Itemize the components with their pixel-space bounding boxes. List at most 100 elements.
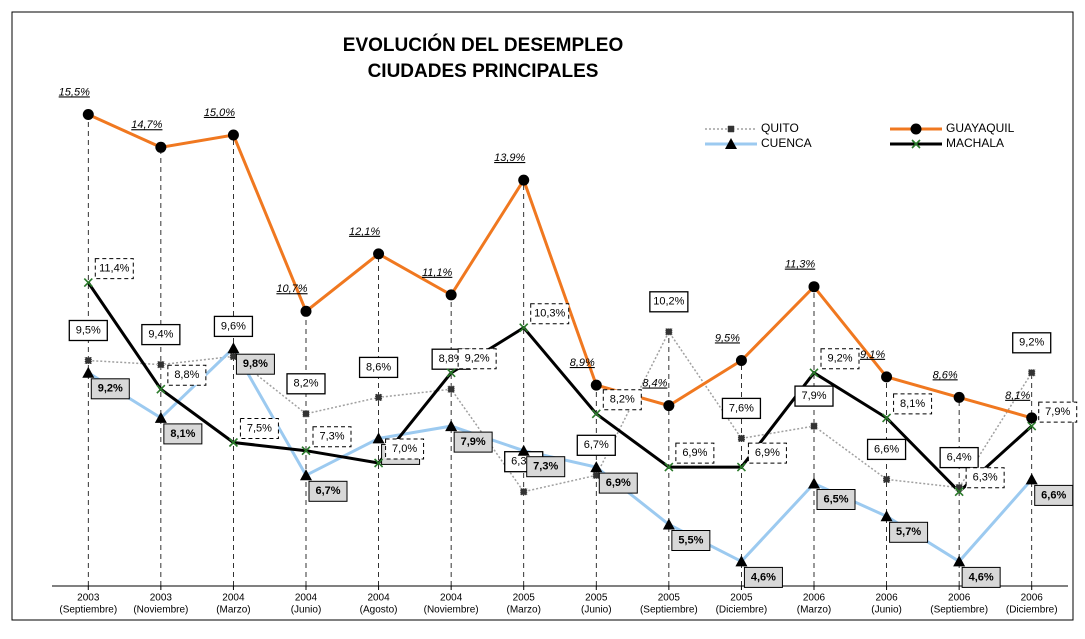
point xyxy=(301,446,311,456)
point xyxy=(156,384,166,394)
legend-label: CUENCA xyxy=(761,136,812,150)
data-label: 8,1% xyxy=(1005,390,1030,402)
point xyxy=(1025,473,1038,485)
x-tick-label: 2003 xyxy=(150,593,173,604)
point xyxy=(590,379,602,391)
data-label: 9,2% xyxy=(827,353,852,365)
data-label: 11,3% xyxy=(785,259,816,271)
data-label: 7,0% xyxy=(392,443,417,455)
data-label: 8,6% xyxy=(933,369,958,381)
label-box xyxy=(530,303,570,325)
data-label: 9,6% xyxy=(221,320,246,332)
point xyxy=(82,366,95,378)
data-label: 5,5% xyxy=(678,534,703,546)
point xyxy=(447,385,456,394)
data-label: 6,5% xyxy=(823,493,848,505)
point xyxy=(664,462,674,472)
label-box xyxy=(526,456,566,478)
x-tick-label: (Junio) xyxy=(871,605,902,616)
data-label: 8,2% xyxy=(610,394,635,406)
point xyxy=(1027,421,1037,431)
point xyxy=(229,352,238,361)
point xyxy=(664,327,673,336)
x-tick-label: 2004 xyxy=(440,593,463,604)
x-tick-label: (Diciembre) xyxy=(716,605,768,616)
data-label: 6,6% xyxy=(1041,489,1066,501)
data-label: 9,2% xyxy=(98,383,123,395)
label-box xyxy=(602,389,642,411)
point xyxy=(228,437,238,448)
x-tick-label: 2004 xyxy=(222,593,245,604)
data-label: 6,9% xyxy=(755,447,780,459)
data-label: 8,4% xyxy=(642,378,667,390)
label-box xyxy=(866,438,907,461)
point xyxy=(300,469,312,481)
label-box xyxy=(453,431,493,453)
data-label: 12,1% xyxy=(349,226,380,238)
point xyxy=(808,281,820,293)
point xyxy=(882,475,891,484)
x-tick-label: 2004 xyxy=(295,593,318,604)
point xyxy=(810,422,818,431)
point xyxy=(517,444,530,456)
x-tick-label: 2006 xyxy=(803,593,826,604)
data-label: 8,1% xyxy=(170,428,195,440)
data-label: 6,4% xyxy=(947,452,972,464)
data-label: 7,9% xyxy=(1045,406,1070,418)
point xyxy=(809,368,819,378)
label-box xyxy=(235,353,275,375)
label-box xyxy=(308,480,348,502)
label-box xyxy=(961,566,1001,588)
data-label: 6,6% xyxy=(874,443,899,455)
label-box xyxy=(167,364,207,386)
point xyxy=(953,555,966,567)
x-tick-label: (Septiembre) xyxy=(930,605,988,616)
point xyxy=(808,477,820,489)
label-box xyxy=(1012,332,1052,354)
label-box xyxy=(286,373,326,395)
point xyxy=(592,471,601,480)
data-label: 9,2% xyxy=(1019,337,1044,349)
data-label: 7,9% xyxy=(461,436,486,448)
point xyxy=(725,138,737,149)
point xyxy=(1026,412,1038,424)
x-tick-label: (Marzo) xyxy=(797,605,831,616)
label-box xyxy=(721,397,762,420)
point xyxy=(662,518,675,530)
data-label: 8,1% xyxy=(900,398,925,410)
data-label: 6,7% xyxy=(584,439,609,451)
point xyxy=(155,141,167,153)
x-tick-label: 2006 xyxy=(948,593,971,604)
x-tick-label: 2006 xyxy=(875,593,898,604)
point xyxy=(519,487,528,496)
point xyxy=(591,409,601,419)
data-label: 6,9% xyxy=(606,477,631,489)
label-box xyxy=(90,378,130,400)
label-box xyxy=(1034,484,1074,506)
point xyxy=(154,411,167,423)
point xyxy=(373,248,385,260)
series-line xyxy=(87,113,1033,420)
x-tick-label: (Diciembre) xyxy=(1006,605,1058,616)
x-tick-label: 2005 xyxy=(513,593,536,604)
data-label: 7,3% xyxy=(319,431,344,443)
point xyxy=(82,109,94,120)
label-box xyxy=(939,446,979,469)
point xyxy=(445,420,458,432)
point xyxy=(735,355,747,366)
point xyxy=(156,360,165,369)
label-box xyxy=(68,319,108,342)
point xyxy=(881,371,893,383)
x-tick-label: 2003 xyxy=(77,593,100,604)
data-label: 10,3% xyxy=(534,308,565,320)
point xyxy=(446,368,456,378)
label-box xyxy=(794,385,834,407)
x-tick-label: 2005 xyxy=(730,593,753,604)
label-box xyxy=(358,356,399,379)
data-label: 9,8% xyxy=(243,358,268,370)
data-label: 8,2% xyxy=(293,378,318,390)
point xyxy=(83,278,93,288)
x-tick-label: (Noviembre) xyxy=(133,605,188,616)
label-box xyxy=(163,423,203,445)
